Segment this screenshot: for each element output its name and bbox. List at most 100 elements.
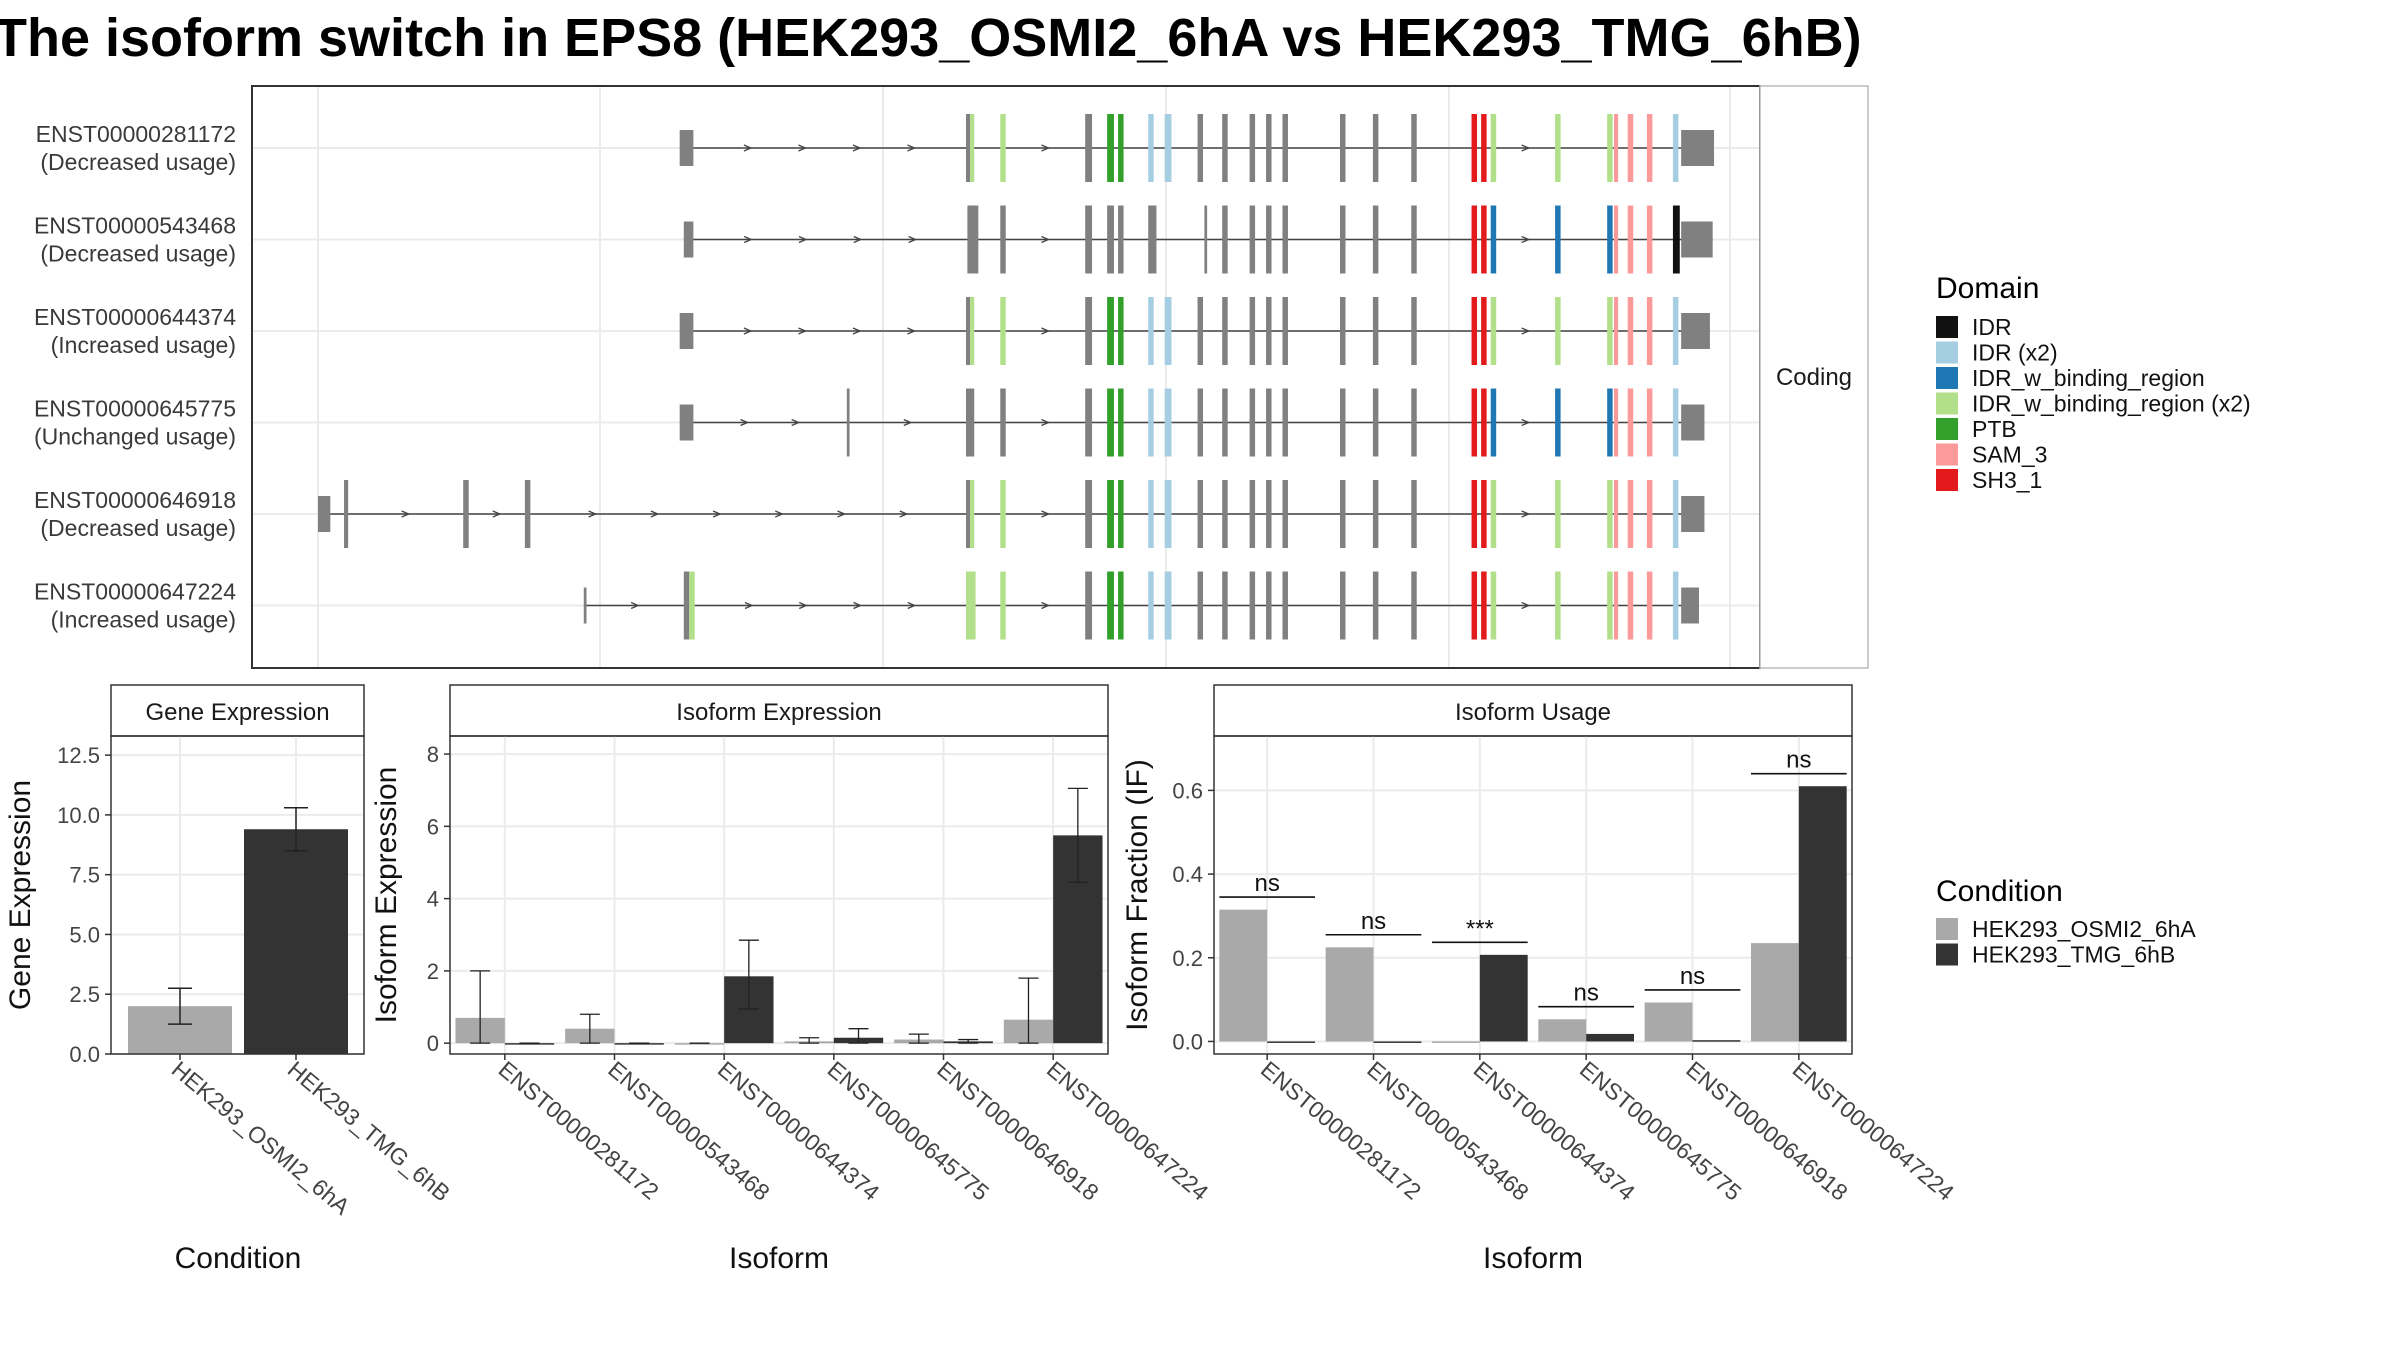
- isoexp-bar: [674, 1043, 725, 1045]
- intron-direction-arrow: [740, 418, 750, 427]
- isoexp-bar: [614, 1043, 664, 1045]
- isouse-bar: [1644, 1002, 1693, 1042]
- exon: [1148, 205, 1157, 274]
- domain-exon: [1490, 114, 1497, 182]
- isoexp-bar: [504, 1043, 555, 1045]
- intron-direction-arrow: [744, 601, 754, 610]
- exon: [1372, 205, 1379, 274]
- domain-exon: [970, 480, 975, 548]
- isoexp-ytick-label: 4: [427, 887, 439, 912]
- exon: [1266, 205, 1272, 274]
- isoform-usage-panel: Isoform Usage0.00.20.40.6ENST00000281172…: [1121, 684, 1959, 1275]
- intron-direction-arrow: [907, 327, 917, 335]
- domain-exon: [1490, 571, 1497, 640]
- domain-exon: [1107, 297, 1114, 365]
- isouse-significance-label: ns: [1786, 747, 1811, 774]
- intron-direction-arrow: [1521, 327, 1531, 335]
- isouse-xlabel: Isoform: [1483, 1242, 1583, 1275]
- gene-strip-label: Gene Expression: [145, 699, 329, 726]
- intron-direction-arrow: [798, 601, 808, 610]
- exon: [1249, 205, 1256, 274]
- isouse-bar: [1373, 1041, 1422, 1043]
- domain-exon: [1148, 571, 1154, 640]
- gene-ytick-label: 12.5: [57, 743, 100, 768]
- domain-exon: [1490, 480, 1497, 548]
- domain-legend-label: IDR: [1972, 314, 2012, 340]
- domain-exon: [1614, 114, 1619, 182]
- transcript-usage-label: (Increased usage): [51, 607, 236, 633]
- exon: [463, 480, 469, 548]
- domain-exon: [1672, 114, 1679, 182]
- intron-direction-arrow: [1521, 144, 1531, 152]
- exon: [1118, 205, 1124, 274]
- domain-exon: [1555, 297, 1561, 365]
- isouse-significance-label: ns: [1361, 908, 1386, 935]
- isouse-ylabel: Isoform Fraction (IF): [1121, 759, 1154, 1031]
- intron-direction-arrow: [907, 144, 917, 152]
- domain-exon: [1607, 571, 1613, 640]
- exon: [1197, 480, 1204, 548]
- intron-direction-arrow: [743, 327, 753, 335]
- domain-exon: [1555, 205, 1561, 274]
- gene-ytick-label: 5.0: [69, 922, 100, 947]
- isoform-expression-panel: Isoform Expression02468ENST00000281172EN…: [370, 684, 1214, 1275]
- domain-exon: [1000, 571, 1006, 640]
- domain-legend-label: PTB: [1972, 416, 2017, 442]
- transcript-usage-label: (Decreased usage): [40, 241, 236, 267]
- domain-exon: [1164, 571, 1172, 640]
- exon: [344, 480, 349, 548]
- exon: [1249, 297, 1256, 365]
- isoexp-xlabel: Isoform: [729, 1242, 829, 1275]
- gene-ylabel: Gene Expression: [4, 780, 37, 1010]
- exon: [1249, 480, 1256, 548]
- domain-exon: [1481, 297, 1487, 365]
- domain-exon: [1607, 297, 1613, 365]
- gene-ytick-label: 7.5: [69, 863, 100, 888]
- intron-direction-arrow: [1521, 510, 1531, 518]
- exon: [1107, 205, 1114, 274]
- exon: [1282, 388, 1288, 457]
- intron-direction-arrow: [743, 235, 753, 244]
- domain-exon: [1607, 205, 1613, 274]
- domain-exon: [1164, 114, 1172, 182]
- exon: [1222, 205, 1228, 274]
- domain-exon: [1555, 114, 1561, 182]
- domain-exon: [970, 114, 975, 182]
- intron-direction-arrow: [1041, 235, 1051, 244]
- exon: [1411, 571, 1417, 640]
- domain-legend-swatch: [1936, 341, 1958, 364]
- isouse-bar: [1798, 786, 1847, 1042]
- transcript-usage-label: (Decreased usage): [40, 149, 236, 175]
- domain-exon: [1555, 480, 1561, 548]
- isouse-significance-label: ns: [1254, 870, 1279, 897]
- isouse-bar: [1479, 954, 1528, 1042]
- domain-exon: [1164, 480, 1172, 548]
- exon: [1681, 313, 1710, 349]
- condition-legend-label: HEK293_OSMI2_6hA: [1972, 916, 2196, 942]
- isouse-bar: [1692, 1040, 1741, 1042]
- domain-exon: [1627, 205, 1634, 274]
- intron-direction-arrow: [837, 510, 847, 518]
- intron-direction-arrow: [1521, 235, 1531, 244]
- isouse-significance-label: ns: [1680, 963, 1705, 990]
- intron-direction-arrow: [903, 418, 913, 427]
- gene-bar: [244, 829, 348, 1054]
- transcript-id-label: ENST00000647224: [34, 579, 236, 605]
- figure-title: The isoform switch in EPS8 (HEK293_OSMI2…: [0, 8, 1862, 68]
- domain-exon: [1607, 480, 1613, 548]
- domain-legend-swatch: [1936, 469, 1958, 491]
- isouse-bar: [1750, 943, 1799, 1042]
- exon: [1266, 388, 1272, 457]
- exon: [966, 114, 971, 182]
- domain-exon: [1490, 205, 1497, 274]
- isouse-border: [1213, 735, 1853, 1055]
- intron-direction-arrow: [1041, 327, 1051, 335]
- intron-direction-arrow: [1041, 510, 1051, 518]
- transcript-usage-label: (Decreased usage): [40, 515, 236, 541]
- isoexp-ytick-label: 2: [427, 959, 439, 984]
- domain-exon: [1107, 480, 1114, 548]
- isoexp-ytick-label: 0: [427, 1031, 439, 1056]
- exon: [1085, 114, 1093, 182]
